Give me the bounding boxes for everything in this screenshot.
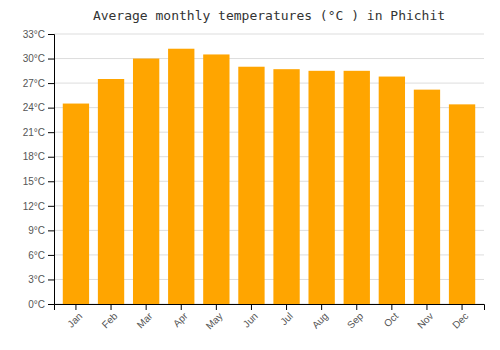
tick-label: Jun — [241, 310, 260, 329]
tick-mark — [48, 83, 54, 84]
tick-mark — [462, 304, 463, 310]
tick: 24°C — [23, 102, 54, 113]
axis-line — [55, 305, 485, 311]
axis-line — [48, 35, 55, 305]
tick-label: 6°C — [28, 250, 45, 261]
tick: Feb — [100, 304, 120, 330]
tick-label: 0°C — [28, 299, 45, 310]
tick-label: 30°C — [23, 53, 45, 64]
tick: Aug — [310, 304, 330, 331]
tick-label: Dec — [450, 310, 470, 330]
tick-label: 33°C — [23, 29, 45, 40]
tick: Jan — [65, 304, 84, 330]
tick-mark — [48, 34, 54, 35]
tick-label: May — [204, 310, 225, 331]
bar — [133, 59, 159, 304]
tick-label: Mar — [135, 310, 155, 330]
tick-mark — [48, 230, 54, 231]
tick-mark — [48, 181, 54, 182]
tick-mark — [48, 132, 54, 133]
tick: Apr — [171, 304, 190, 329]
bar — [98, 79, 124, 304]
tick: Sep — [345, 304, 366, 331]
tick: 30°C — [23, 53, 54, 64]
y-axis: 0°C 3°C 6°C 9°C 12°C 15°C 18°C 21°C 24°C 27°C 30°C… — [23, 29, 55, 310]
grid-line — [54, 34, 484, 35]
tick: 0°C — [28, 299, 54, 310]
tick: Nov — [415, 304, 435, 331]
bars — [63, 49, 475, 304]
tick-label: Apr — [171, 310, 190, 329]
tick-label: 15°C — [23, 176, 45, 187]
tick: May — [204, 304, 225, 332]
tick-mark — [75, 304, 76, 310]
tick: 27°C — [23, 78, 54, 89]
tick-mark — [111, 304, 112, 310]
tick: 9°C — [28, 225, 54, 236]
bar — [238, 67, 264, 304]
tick-label: 9°C — [28, 225, 45, 236]
tick: Oct — [382, 304, 401, 329]
tick-label: Jan — [65, 310, 84, 329]
tick: 33°C — [23, 29, 54, 40]
tick: 3°C — [28, 274, 54, 285]
bar — [344, 71, 370, 304]
tick-mark — [251, 304, 252, 310]
bar — [63, 104, 89, 304]
tick-mark — [216, 304, 217, 310]
tick-mark — [146, 304, 147, 310]
tick-mark — [48, 279, 54, 280]
chart: 0°C 3°C 6°C 9°C 12°C 15°C 18°C 21°C 24°C 27°C 30°C… — [0, 0, 500, 350]
grid — [54, 34, 484, 304]
tick: 15°C — [23, 176, 54, 187]
bar — [273, 69, 299, 304]
tick-label: 24°C — [23, 102, 45, 113]
bar — [449, 104, 475, 304]
bar — [414, 90, 440, 304]
tick-label: 18°C — [23, 151, 45, 162]
tick-mark — [356, 304, 357, 310]
tick-label: Aug — [310, 310, 330, 330]
tick: 6°C — [28, 250, 54, 261]
tick-label: Sep — [345, 310, 366, 331]
tick-label: Feb — [100, 310, 120, 330]
tick-mark — [48, 255, 54, 256]
tick: 18°C — [23, 151, 54, 162]
tick-mark — [286, 304, 287, 310]
tick: Jul — [278, 304, 295, 327]
tick-mark — [48, 108, 54, 109]
tick-label: 27°C — [23, 78, 45, 89]
tick-mark — [321, 304, 322, 310]
tick-mark — [48, 157, 54, 158]
plot: 0°C 3°C 6°C 9°C 12°C 15°C 18°C 21°C 24°C 27°C 30°C… — [23, 29, 485, 332]
bar — [168, 49, 194, 304]
tick-label: Jul — [278, 310, 295, 327]
bar — [308, 71, 334, 304]
tick: Dec — [450, 304, 470, 331]
tick-label: Oct — [382, 310, 401, 329]
tick: Mar — [135, 304, 155, 330]
tick-mark — [426, 304, 427, 310]
tick-label: 12°C — [23, 201, 45, 212]
tick-mark — [391, 304, 392, 310]
grid-line — [54, 58, 484, 59]
tick-mark — [48, 59, 54, 60]
tick-mark — [181, 304, 182, 310]
tick-label: 3°C — [28, 274, 45, 285]
tick-label: 21°C — [23, 127, 45, 138]
tick: 21°C — [23, 127, 54, 138]
bar — [379, 77, 405, 304]
tick-label: Nov — [415, 310, 435, 330]
tick: 12°C — [23, 201, 54, 212]
tick-mark — [48, 206, 54, 207]
x-axis: Jan Feb Mar Apr May Jun Jul Aug Sep Oct Nov Dec — [55, 304, 485, 332]
tick-mark — [48, 304, 54, 305]
title: Average monthly temperatures (°C ) in Ph… — [93, 8, 445, 23]
bar — [203, 54, 229, 304]
tick: Jun — [241, 304, 260, 330]
